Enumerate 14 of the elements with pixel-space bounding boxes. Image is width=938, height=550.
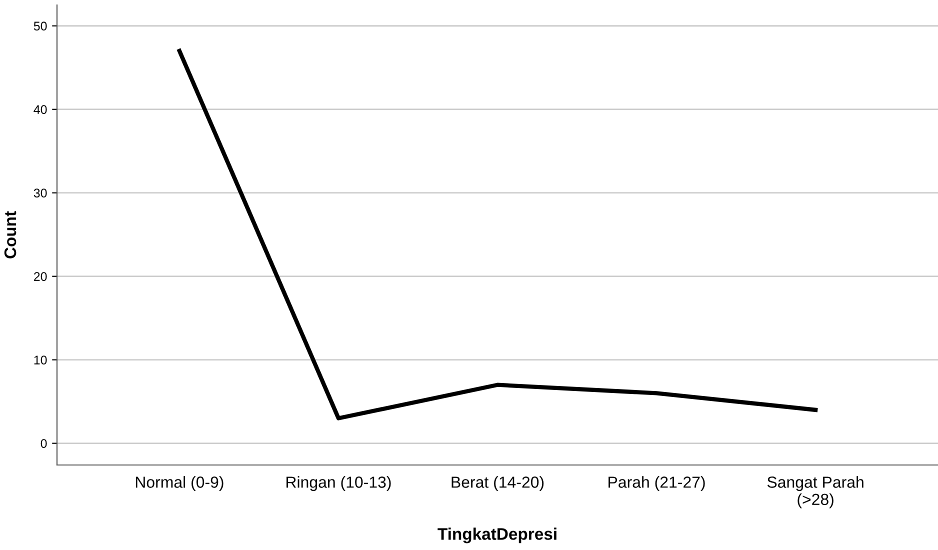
x-tick-label: Sangat Parah (>28) xyxy=(767,476,864,508)
x-tick-label: Ringan (10-13) xyxy=(286,476,391,491)
x-tick-label: Normal (0-9) xyxy=(136,476,224,491)
line-series xyxy=(177,48,818,420)
y-tick-label: 10 xyxy=(34,356,47,364)
y-tick-label: 20 xyxy=(34,272,47,281)
y-tick-label: 40 xyxy=(34,105,47,114)
y-tick-label: 0 xyxy=(40,439,47,448)
x-tick-label: Parah (21-27) xyxy=(608,476,705,491)
x-tick-label: Berat (14-20) xyxy=(452,476,544,491)
x-axis-title: TingkatDepresi xyxy=(438,528,556,544)
y-tick-label: 50 xyxy=(34,22,47,31)
y-axis-title: Count xyxy=(4,211,16,258)
y-tick-label: 30 xyxy=(34,188,47,198)
